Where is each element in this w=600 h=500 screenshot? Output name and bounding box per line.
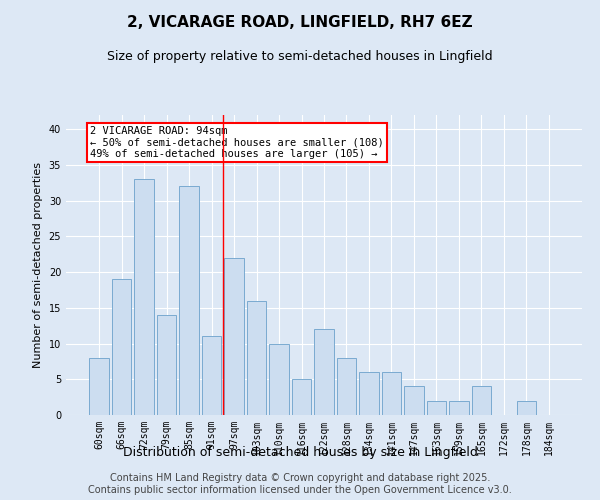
Bar xyxy=(449,400,469,415)
Text: Contains HM Land Registry data © Crown copyright and database right 2025.
Contai: Contains HM Land Registry data © Crown c… xyxy=(88,474,512,495)
Y-axis label: Number of semi-detached properties: Number of semi-detached properties xyxy=(33,162,43,368)
Bar xyxy=(314,330,334,415)
Bar xyxy=(359,372,379,415)
Bar xyxy=(427,400,446,415)
Bar xyxy=(517,400,536,415)
Bar xyxy=(472,386,491,415)
Text: Distribution of semi-detached houses by size in Lingfield: Distribution of semi-detached houses by … xyxy=(122,446,478,459)
Bar xyxy=(404,386,424,415)
Bar xyxy=(337,358,356,415)
Bar xyxy=(382,372,401,415)
Text: 2 VICARAGE ROAD: 94sqm
← 50% of semi-detached houses are smaller (108)
49% of se: 2 VICARAGE ROAD: 94sqm ← 50% of semi-det… xyxy=(90,126,384,159)
Text: 2, VICARAGE ROAD, LINGFIELD, RH7 6EZ: 2, VICARAGE ROAD, LINGFIELD, RH7 6EZ xyxy=(127,15,473,30)
Bar xyxy=(157,315,176,415)
Bar xyxy=(179,186,199,415)
Bar xyxy=(134,180,154,415)
Bar xyxy=(202,336,221,415)
Bar xyxy=(224,258,244,415)
Bar xyxy=(247,300,266,415)
Text: Size of property relative to semi-detached houses in Lingfield: Size of property relative to semi-detach… xyxy=(107,50,493,63)
Bar xyxy=(112,280,131,415)
Bar xyxy=(292,380,311,415)
Bar xyxy=(89,358,109,415)
Bar xyxy=(269,344,289,415)
